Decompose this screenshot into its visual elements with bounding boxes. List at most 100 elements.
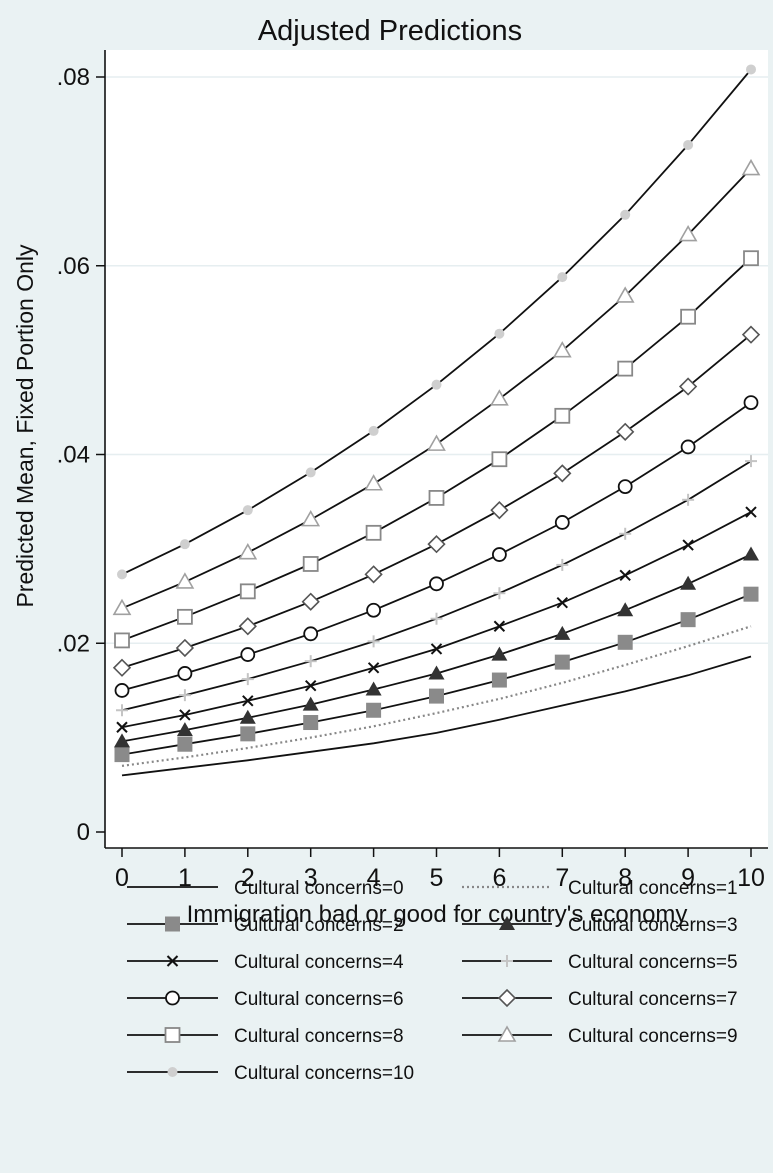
series-line xyxy=(121,625,752,767)
legend-marker xyxy=(165,990,180,1006)
data-point xyxy=(304,655,317,668)
data-point-stroke xyxy=(116,721,128,733)
data-point xyxy=(553,464,572,483)
legend-label: Cultural concerns=1 xyxy=(568,878,738,899)
axes: 0 .02 .04 .06 .08 0 1 2 3 4 5 6 7 8 9 10 Predicted Mean,… xyxy=(12,50,768,892)
data-point xyxy=(491,672,507,688)
data-point xyxy=(617,360,634,377)
data-point xyxy=(364,565,383,584)
data-point xyxy=(179,539,190,550)
data-point-stroke xyxy=(367,662,380,674)
data-point xyxy=(179,709,191,721)
data-point xyxy=(116,704,128,717)
legend-label: Cultural concerns=5 xyxy=(568,952,738,973)
legend-item: Cultural concerns=1 xyxy=(462,878,738,899)
legend-item: Cultural concerns=6 xyxy=(127,989,404,1010)
data-point xyxy=(554,407,571,424)
legend-marker xyxy=(499,916,515,930)
data-point-stroke xyxy=(304,680,317,692)
data-point xyxy=(741,158,761,176)
x-tick-label: 7 xyxy=(555,864,569,892)
data-point xyxy=(239,583,256,600)
x-tick-label: 10 xyxy=(737,864,765,892)
series-7 xyxy=(112,325,761,677)
data-point xyxy=(682,493,695,506)
data-point xyxy=(175,638,195,658)
data-point xyxy=(240,726,256,742)
legend-label: Cultural concerns=7 xyxy=(568,989,738,1010)
legend-item: Cultural concerns=4 xyxy=(127,952,404,973)
data-point xyxy=(178,689,191,702)
data-point xyxy=(556,558,569,571)
legend-item: Cultural concerns=9 xyxy=(462,1025,738,1047)
data-point xyxy=(741,325,761,344)
series-2 xyxy=(114,586,759,763)
data-point-stroke xyxy=(682,539,694,551)
legend-marker xyxy=(497,988,517,1008)
legend-marker xyxy=(501,955,513,967)
data-point xyxy=(491,646,508,661)
series-1 xyxy=(121,625,752,767)
data-point xyxy=(112,658,132,677)
data-point-stroke xyxy=(493,620,506,632)
data-point xyxy=(678,377,698,396)
x-tick-label: 8 xyxy=(618,864,632,892)
legend-item: Cultural concerns=0 xyxy=(127,878,404,899)
series-10 xyxy=(117,64,756,580)
data-point xyxy=(617,602,634,617)
data-point xyxy=(242,505,253,516)
data-point xyxy=(365,681,382,696)
series-3 xyxy=(114,546,759,748)
data-point xyxy=(554,515,570,530)
data-point xyxy=(745,506,757,518)
series-0 xyxy=(121,655,752,777)
data-point xyxy=(242,695,254,707)
data-point xyxy=(557,272,568,283)
data-point xyxy=(177,666,193,681)
data-point xyxy=(117,569,127,580)
data-point xyxy=(490,389,509,406)
data-point xyxy=(491,451,508,468)
data-point xyxy=(619,527,632,540)
data-point xyxy=(367,662,380,674)
data-point xyxy=(743,546,759,561)
series-8 xyxy=(114,250,759,649)
legend-item: Cultural concerns=10 xyxy=(127,1063,414,1084)
legend-item: Cultural concerns=8 xyxy=(127,1026,404,1047)
data-point xyxy=(617,479,633,494)
data-point xyxy=(427,535,446,554)
data-point xyxy=(491,547,507,562)
data-point xyxy=(238,617,257,636)
data-point xyxy=(680,612,696,628)
data-point xyxy=(303,626,319,642)
data-point xyxy=(176,608,193,625)
data-point xyxy=(177,736,193,752)
data-point xyxy=(615,286,635,303)
data-point xyxy=(303,715,319,731)
data-point xyxy=(554,654,570,670)
data-point xyxy=(116,721,128,733)
data-point xyxy=(493,620,506,632)
data-point xyxy=(368,425,379,436)
x-tick-label: 6 xyxy=(492,864,506,892)
data-point xyxy=(241,673,254,686)
series-layer xyxy=(112,64,761,777)
legend-label: Cultural concerns=8 xyxy=(234,1026,404,1047)
series-line xyxy=(121,655,752,777)
data-point xyxy=(493,587,506,600)
chart-title: Adjusted Predictions xyxy=(258,15,522,47)
data-point xyxy=(366,702,382,718)
data-point xyxy=(239,709,256,724)
data-point xyxy=(430,612,443,625)
data-point xyxy=(680,439,696,455)
legend-item: Cultural concerns=7 xyxy=(462,988,738,1010)
data-point xyxy=(429,576,444,592)
legend-label: Cultural concerns=6 xyxy=(234,989,404,1010)
data-point xyxy=(619,569,631,582)
data-point xyxy=(367,635,380,648)
legend-marker xyxy=(167,1067,178,1077)
data-point xyxy=(682,539,694,551)
legend-item: Cultural concerns=2 xyxy=(127,915,404,936)
legend-label: Cultural concerns=3 xyxy=(568,915,738,936)
data-point xyxy=(683,139,694,150)
